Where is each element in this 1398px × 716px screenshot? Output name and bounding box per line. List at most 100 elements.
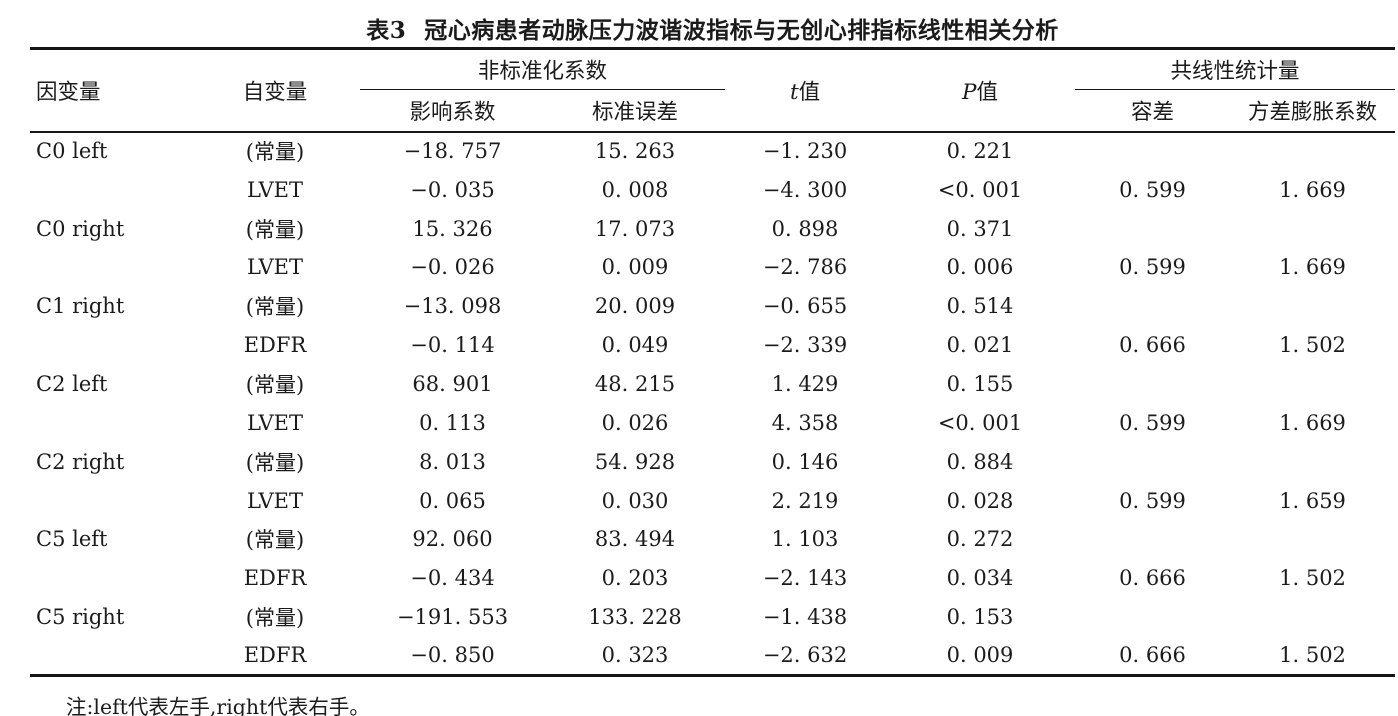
cell-dep: C2 right (36, 449, 125, 474)
cell-tol: 0. 666 (1119, 566, 1186, 591)
cell-vif: 1. 502 (1279, 566, 1346, 591)
table-row: C1 right (常量) −13. 098 20. 009 −0. 655 0. 514 (30, 287, 1395, 326)
cell-dep (30, 326, 190, 365)
cell-tol (1075, 442, 1230, 481)
cell-dep: C0 right (36, 216, 125, 241)
cell-vif: 1. 669 (1279, 255, 1346, 280)
cell-coef: 8. 013 (419, 449, 486, 474)
col-header-p-value: P值 (885, 48, 1076, 133)
table-row: EDFR −0. 114 0. 049 −2. 339 0. 021 0. 666 1. 5… (30, 326, 1395, 365)
table-row: LVET 0. 065 0. 030 2. 219 0. 028 0. 599 1. 659 (30, 481, 1395, 520)
table-row: C0 left (常量) −18. 757 15. 263 −1. 230 0. 221 (30, 132, 1395, 171)
cell-dep: C1 right (36, 294, 125, 319)
cell-p: 0. 006 (946, 255, 1014, 280)
cell-vif (1230, 209, 1395, 248)
cell-t: −2. 143 (762, 566, 848, 591)
cell-indep: (常量) (245, 450, 305, 475)
regression-table: 因变量 自变量 非标准化系数 t值 P值 共线性统计量 影响系数 标准误差 容差… (30, 47, 1396, 677)
table-row: LVET 0. 113 0. 026 4. 358 <0. 001 0. 599 1. 66… (30, 403, 1395, 442)
cell-tol (1075, 520, 1230, 559)
cell-se: 0. 049 (601, 333, 669, 358)
cell-indep: LVET (247, 488, 303, 513)
cell-se: 48. 215 (594, 371, 676, 396)
table-footnote: 注:left代表左手,right代表右手。 (66, 694, 370, 716)
cell-se: 17. 073 (594, 216, 676, 241)
cell-vif (1230, 442, 1395, 481)
cell-tol (1075, 209, 1230, 248)
cell-indep: EDFR (243, 643, 307, 668)
col-header-dependent-variable: 因变量 (30, 48, 190, 133)
table-row: C5 left (常量) 92. 060 83. 494 1. 103 0. 272 (30, 520, 1395, 559)
cell-coef: 15. 326 (412, 216, 493, 241)
cell-se: 54. 928 (594, 449, 676, 474)
cell-dep (30, 481, 190, 520)
cell-p: 0. 155 (946, 371, 1014, 396)
cell-dep: C2 left (36, 371, 108, 396)
cell-t: −1. 438 (762, 605, 848, 630)
cell-tol (1075, 598, 1230, 637)
cell-dep: C5 left (36, 527, 108, 552)
cell-tol: 0. 599 (1119, 177, 1186, 202)
cell-p: <0. 001 (937, 177, 1023, 202)
cell-t: 1. 429 (771, 371, 839, 396)
cell-dep (30, 636, 190, 675)
cell-coef: −0. 035 (410, 177, 495, 202)
cell-p: 0. 221 (946, 139, 1014, 164)
cell-vif: 1. 669 (1279, 177, 1346, 202)
cell-se: 0. 203 (601, 566, 669, 591)
cell-coef: 0. 065 (419, 488, 486, 513)
cell-p: 0. 371 (946, 216, 1014, 241)
cell-coef: −0. 114 (410, 333, 495, 358)
cell-indep: EDFR (243, 333, 307, 358)
table-row: C5 right (常量) −191. 553 133. 228 −1. 438 0. 1… (30, 598, 1395, 637)
cell-p: 0. 272 (946, 527, 1014, 552)
cell-indep: (常量) (245, 140, 305, 165)
cell-dep (30, 403, 190, 442)
cell-vif (1230, 287, 1395, 326)
cell-coef: −18. 757 (403, 139, 502, 164)
cell-indep: (常量) (245, 528, 305, 553)
table-row: EDFR −0. 434 0. 203 −2. 143 0. 034 0. 666 1. 5… (30, 559, 1395, 598)
table-header: 因变量 自变量 非标准化系数 t值 P值 共线性统计量 影响系数 标准误差 容差… (30, 48, 1396, 133)
cell-dep (30, 248, 190, 287)
cell-p: 0. 034 (946, 566, 1014, 591)
cell-tol: 0. 666 (1119, 333, 1186, 358)
cell-se: 0. 026 (601, 410, 669, 435)
table-row: LVET −0. 035 0. 008 −4. 300 <0. 001 0. 599 1. … (30, 170, 1395, 209)
p-symbol: P (962, 79, 977, 105)
cell-t: −2. 339 (762, 333, 848, 358)
cell-tol: 0. 666 (1119, 643, 1186, 668)
col-header-independent-variable: 自变量 (190, 48, 360, 133)
cell-coef: 68. 901 (412, 371, 493, 396)
cell-p: 0. 884 (946, 449, 1014, 474)
col-header-tolerance: 容差 (1075, 89, 1231, 133)
cell-indep: (常量) (245, 217, 305, 242)
cell-se: 133. 228 (588, 605, 682, 630)
cell-vif (1230, 132, 1395, 171)
cell-vif (1230, 520, 1395, 559)
cell-p: 0. 514 (946, 294, 1014, 319)
cell-p: 0. 009 (946, 643, 1014, 668)
cell-p: 0. 021 (946, 333, 1014, 358)
cell-t: −0. 655 (762, 294, 848, 319)
col-header-vif: 方差膨胀系数 (1230, 89, 1396, 133)
col-header-t-value: t值 (725, 48, 886, 133)
cell-indep: (常量) (245, 606, 305, 631)
col-group-unstandardized-coefficients: 非标准化系数 (360, 48, 726, 90)
cell-t: 4. 358 (771, 410, 839, 435)
cell-se: 0. 009 (601, 255, 669, 280)
cell-coef: −0. 434 (410, 566, 495, 591)
cell-indep: (常量) (245, 295, 305, 320)
cell-dep (30, 559, 190, 598)
cell-t: −2. 632 (762, 643, 848, 668)
cell-se: 20. 009 (594, 294, 676, 319)
cell-t: 0. 146 (771, 449, 839, 474)
col-group-collinearity-statistics: 共线性统计量 (1075, 48, 1396, 90)
cell-t: 0. 898 (771, 216, 839, 241)
cell-t: −2. 786 (762, 255, 848, 280)
table-number: 表3 (366, 17, 407, 44)
cell-vif: 1. 659 (1279, 488, 1346, 513)
cell-t: −1. 230 (762, 139, 848, 164)
cell-tol (1075, 132, 1230, 171)
